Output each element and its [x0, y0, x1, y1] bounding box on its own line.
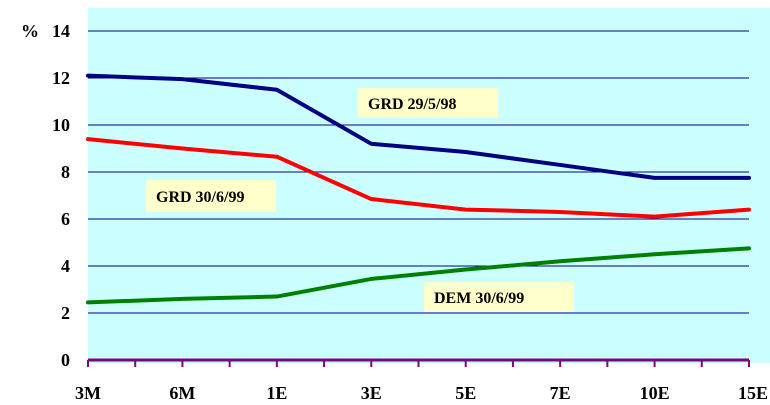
y-tick-label: 8 [61, 162, 70, 182]
series-annotation: GRD 30/6/99 [146, 180, 276, 212]
series-lines [86, 73, 751, 305]
series-line [86, 246, 751, 305]
x-tick-label: 1E [266, 383, 287, 403]
series-line [86, 137, 751, 219]
y-axis-label: % [21, 21, 39, 41]
annotation-box [146, 180, 276, 212]
x-tick-label: 3E [361, 383, 382, 403]
y-tick-label: 2 [61, 303, 70, 323]
series-annotations: GRD 29/5/98 GRD 30/6/99 DEM 30/6/99 [146, 88, 574, 312]
y-tick-label: 0 [61, 350, 70, 370]
annotation-box [358, 88, 498, 118]
annotation-box [424, 282, 574, 312]
x-tick-label: 5E [455, 383, 476, 403]
annotation-label: GRD 29/5/98 [368, 96, 456, 113]
x-tick-label: 3M [75, 383, 101, 403]
annotation-label: GRD 30/6/99 [156, 189, 244, 206]
y-tick-label: 12 [52, 68, 70, 88]
series-annotation: GRD 29/5/98 [358, 88, 498, 118]
x-tick-label: 15E [738, 383, 768, 403]
gridlines [88, 30, 749, 314]
y-tick-label: 4 [61, 256, 70, 276]
x-axis [87, 358, 750, 367]
y-axis-tick-labels: 0 2 4 6 8 10 12 14 [52, 21, 70, 370]
x-tick-label: 6M [169, 383, 195, 403]
x-tick-label: 7E [550, 383, 571, 403]
annotation-label: DEM 30/6/99 [434, 290, 524, 307]
series-annotation: DEM 30/6/99 [424, 282, 574, 312]
y-tick-label: 6 [61, 209, 70, 229]
x-tick-label: 10E [640, 383, 670, 403]
y-tick-label: 14 [52, 21, 70, 41]
series-line [86, 73, 751, 180]
x-axis-tick-labels: 3M 6M 1E 3E 5E 7E 10E 15E [75, 383, 768, 403]
y-tick-label: 10 [52, 115, 70, 135]
